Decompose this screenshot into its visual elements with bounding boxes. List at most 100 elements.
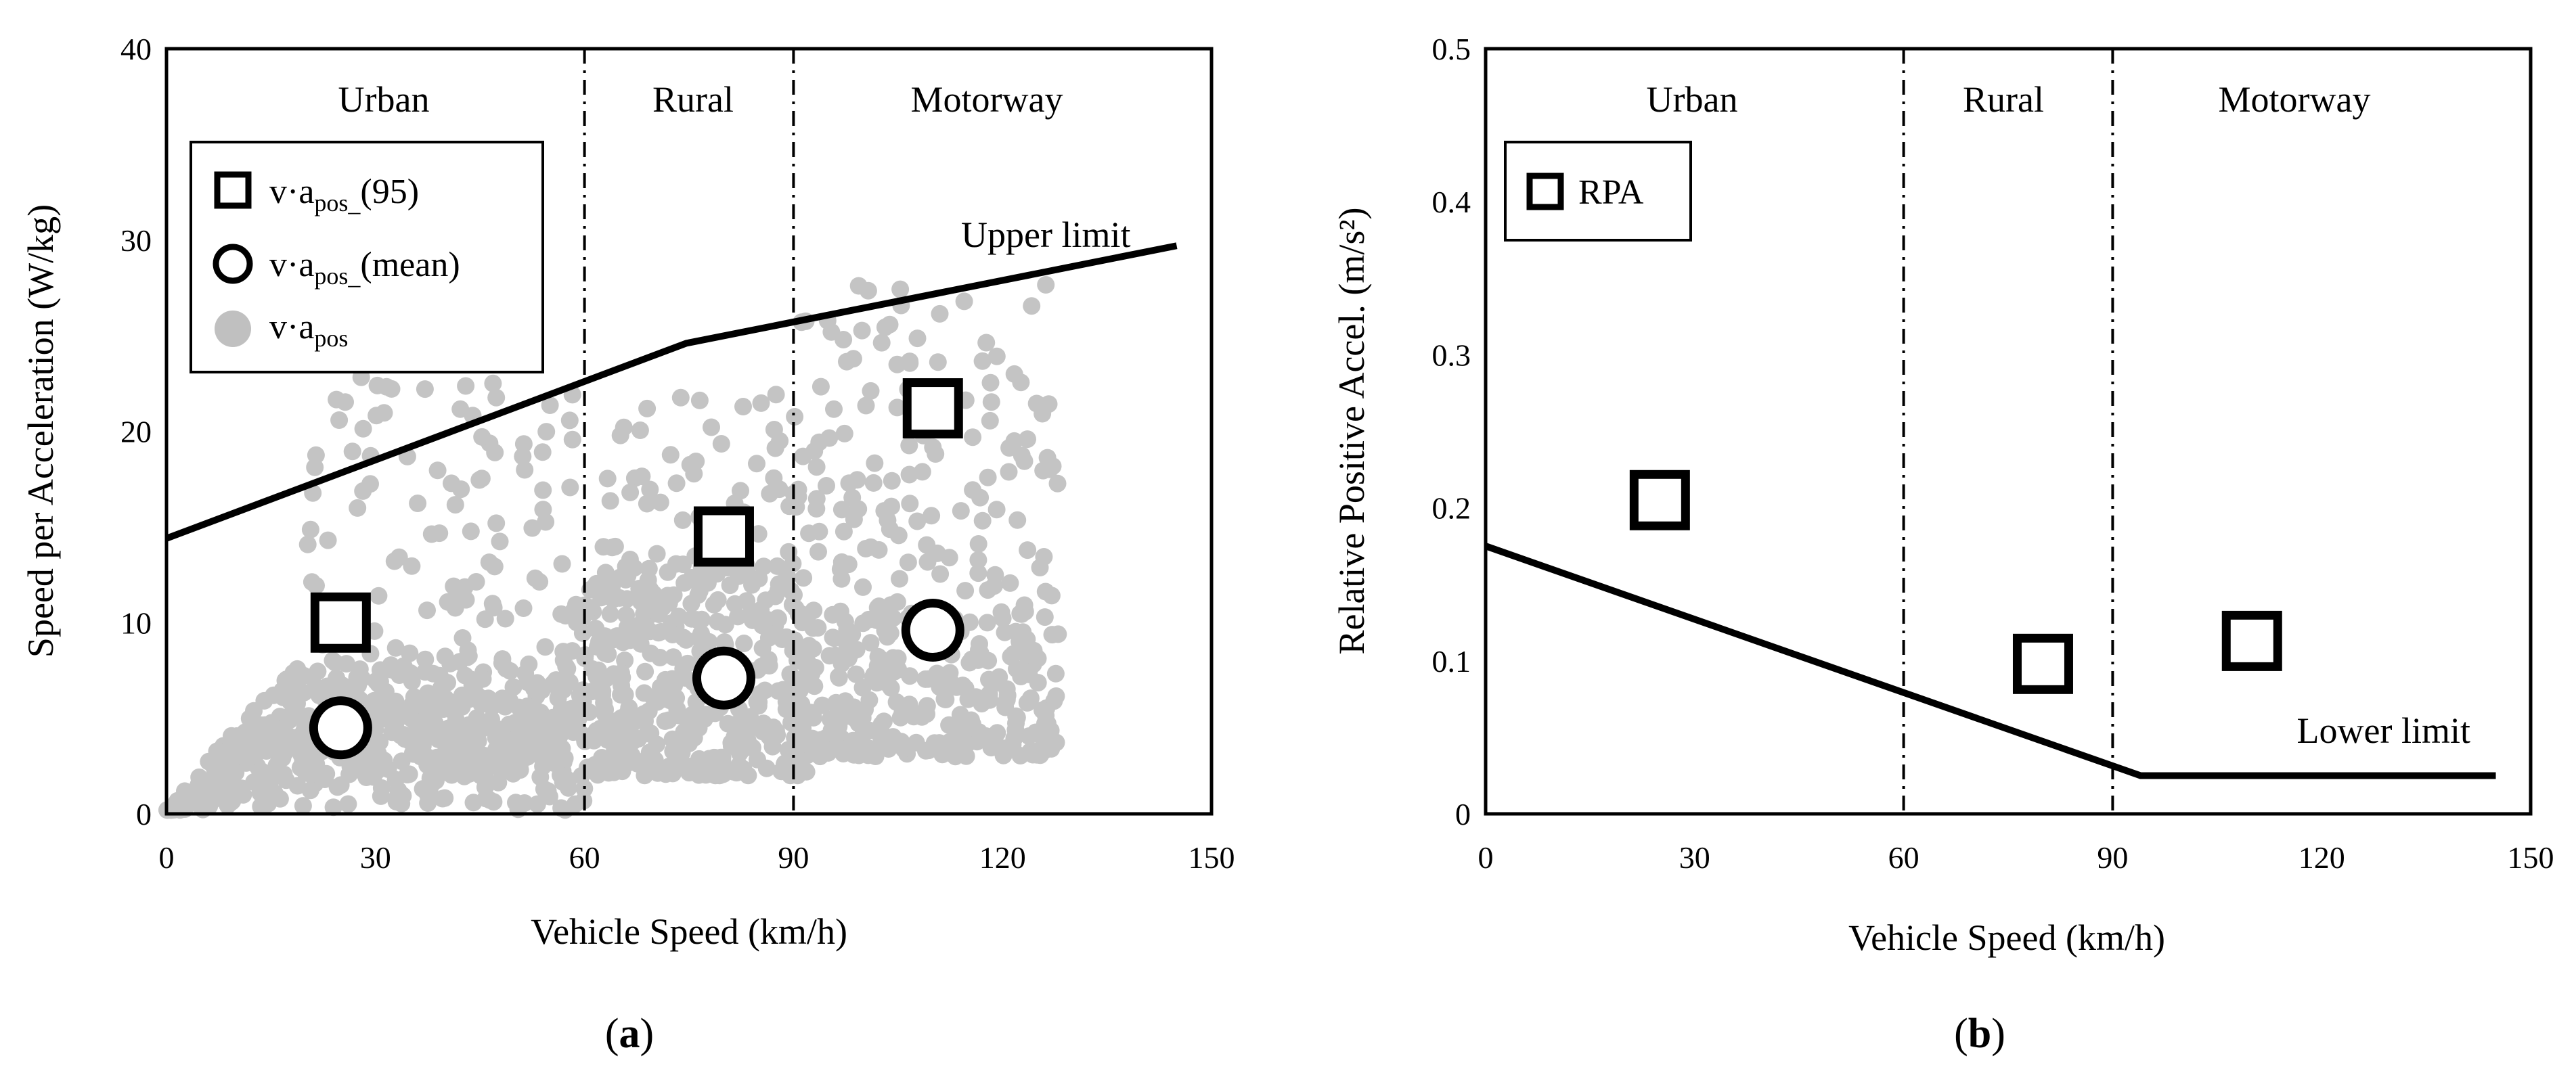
scatter-point: [308, 683, 326, 702]
scatter-point: [824, 605, 842, 624]
scatter-point: [952, 502, 970, 520]
scatter-point: [673, 511, 692, 529]
scatter-point: [412, 730, 430, 748]
scatter-point: [752, 394, 770, 412]
scatter-point: [931, 304, 949, 323]
scatter-point: [757, 610, 776, 628]
region-label-urban: Urban: [338, 79, 430, 120]
scatter-point: [881, 520, 899, 539]
scatter-point: [1047, 687, 1065, 705]
scatter-point: [263, 724, 282, 742]
y-tick-label: 0.5: [1432, 32, 1471, 66]
scatter-point: [817, 741, 835, 759]
scatter-point: [940, 549, 958, 567]
scatter-point: [328, 390, 346, 409]
scatter-point: [354, 482, 372, 500]
circle-marker: [692, 646, 755, 710]
scatter-point: [732, 482, 749, 500]
scatter-point: [596, 700, 615, 718]
scatter-point: [831, 560, 849, 578]
y-axis-label: Speed per Acceleration (W/kg): [20, 204, 61, 658]
scatter-point: [806, 658, 824, 677]
legend-circle-marker: [213, 244, 253, 284]
scatter-point: [866, 454, 884, 472]
region-label-motorway: Motorway: [2219, 79, 2371, 120]
scatter-point: [969, 535, 987, 553]
scatter-point: [255, 691, 273, 710]
x-tick-label: 90: [778, 840, 809, 875]
scatter-point: [924, 438, 942, 457]
scatter-point: [735, 635, 753, 652]
scatter-point: [460, 647, 478, 665]
scatter-point: [557, 657, 575, 675]
scatter-point: [298, 535, 317, 553]
scatter-point: [981, 691, 999, 709]
scatter-point: [641, 480, 659, 499]
scatter-point: [978, 614, 996, 632]
scatter-point: [692, 610, 711, 628]
scatter-point: [451, 400, 470, 418]
scatter-point: [728, 763, 747, 781]
scatter-point: [964, 481, 982, 499]
legend-label-rpa: RPA: [1578, 173, 1644, 212]
scatter-point: [743, 611, 761, 629]
scatter-point: [604, 631, 623, 649]
scatter-point: [507, 794, 525, 812]
scatter-point: [267, 756, 286, 775]
scatter-point: [171, 796, 189, 814]
scatter-point: [835, 522, 853, 541]
scatter-point: [299, 752, 317, 771]
scatter-point: [918, 697, 936, 715]
scatter-point: [514, 447, 532, 465]
scatter-point: [560, 411, 579, 430]
scatter-point: [748, 455, 765, 473]
scatter-point: [403, 557, 421, 575]
scatter-point: [506, 714, 525, 731]
lower-limit-label: Lower limit: [2297, 710, 2470, 751]
scatter-point: [955, 292, 973, 311]
scatter-point: [525, 703, 543, 721]
scatter-point: [749, 525, 768, 543]
scatter-point: [837, 634, 856, 652]
scatter-point: [935, 690, 954, 708]
scatter-point: [222, 748, 240, 767]
scatter-point: [561, 478, 579, 497]
region-dividers: [1902, 49, 2114, 814]
scatter-point: [426, 772, 445, 790]
y-tick-label: 0.3: [1432, 338, 1471, 372]
scatter-point: [343, 442, 361, 461]
scatter-point: [636, 662, 654, 681]
scatter-point: [651, 649, 669, 666]
scatter-point: [613, 664, 630, 682]
scatter-point: [576, 646, 594, 664]
x-tick-label: 60: [569, 840, 600, 875]
y-axis-label: Relative Positive Accel. (m/s²): [1331, 207, 1372, 654]
scatter-point: [797, 762, 816, 781]
scatter-point: [787, 498, 805, 516]
scatter-point: [295, 710, 313, 729]
scatter-point: [324, 651, 342, 670]
legend-square-marker: [214, 171, 252, 209]
scatter-point: [416, 663, 434, 681]
scatter-point: [558, 705, 575, 723]
y-tick-label: 30: [120, 223, 152, 258]
scatter-point: [580, 703, 598, 721]
scatter-point: [753, 658, 770, 676]
scatter-point: [770, 575, 788, 593]
scatter-point: [862, 634, 880, 652]
scatter-point: [487, 388, 506, 407]
scatter-point: [386, 639, 405, 657]
scatter-point: [682, 729, 700, 748]
x-tick-label: 120: [979, 840, 1026, 875]
y-tick-label: 40: [120, 32, 152, 66]
scatter-point: [960, 613, 979, 631]
scatter-point: [963, 715, 981, 733]
scatter-point: [391, 726, 409, 744]
scatter-point: [712, 435, 730, 453]
scatter-point: [664, 742, 682, 760]
scatter-point: [472, 692, 491, 710]
x-axis-label: Vehicle Speed (km/h): [1848, 917, 2165, 958]
scatter-point: [820, 429, 839, 447]
scatter-point: [800, 637, 818, 655]
